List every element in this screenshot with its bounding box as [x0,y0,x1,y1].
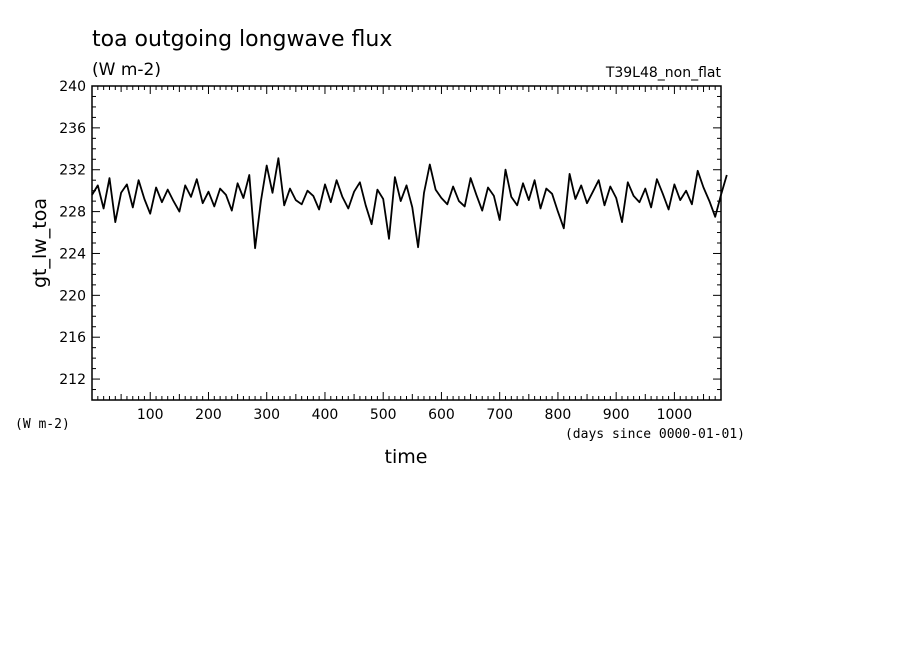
y-tick-label: 232 [59,163,86,179]
x-tick-label: 400 [312,407,339,423]
x-units-label: (days since 0000-01-01) [565,427,745,442]
x-tick-label: 600 [428,407,455,423]
x-tick-label: 200 [195,407,222,423]
x-axis-label: time [385,446,428,468]
y-tick-label: 240 [59,79,86,95]
run-label: T39L48_non_flat [605,65,722,81]
chart-title: toa outgoing longwave flux [92,27,392,52]
x-axis: 100 200 300 400 500 600 700 800 900 1000 [97,86,716,423]
y-tick-label: 228 [59,205,86,221]
x-tick-label: 100 [137,407,164,423]
y-units-label: (W m-2) [15,417,70,432]
y-axis: 212 216 220 224 228 232 236 240 [59,79,721,401]
y-tick-label: 224 [59,246,86,262]
y-tick-label: 212 [59,372,86,388]
x-tick-label: 300 [253,407,280,423]
plot-frame [91,85,722,401]
chart-units-label: (W m-2) [92,60,161,80]
y-tick-label: 220 [59,288,86,304]
x-tick-label: 900 [603,407,630,423]
y-tick-label: 236 [59,121,86,137]
y-axis-label: gt_lw_toa [29,198,51,288]
x-tick-label: 500 [370,407,397,423]
x-tick-label: 800 [545,407,572,423]
x-tick-label: 1000 [657,407,693,423]
x-tick-label: 700 [486,407,513,423]
y-tick-label: 216 [59,330,86,346]
series-line [91,157,728,250]
